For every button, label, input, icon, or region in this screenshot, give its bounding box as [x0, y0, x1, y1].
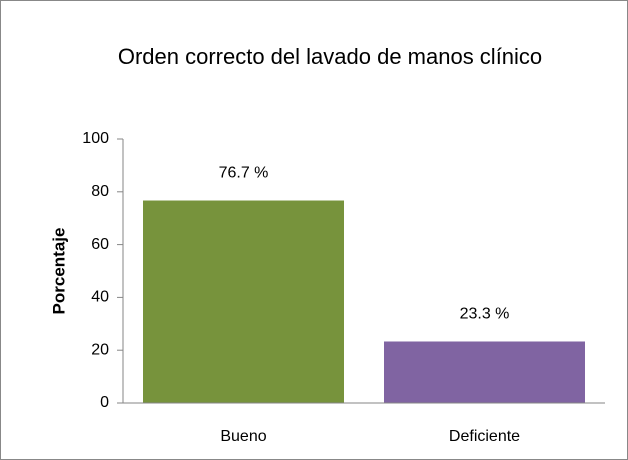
y-tick-label: 100: [82, 130, 109, 147]
value-label: 76.7 %: [219, 165, 269, 182]
bar: [384, 341, 585, 403]
value-label: 23.3 %: [460, 306, 510, 323]
y-tick-label: 80: [91, 183, 109, 200]
bar: [143, 200, 344, 403]
y-tick-label: 20: [91, 341, 109, 358]
y-tick-label: 60: [91, 236, 109, 253]
y-axis-label: Porcentaje: [49, 228, 68, 315]
y-tick-label: 0: [100, 394, 109, 411]
x-tick-label: Deficiente: [449, 428, 520, 445]
y-tick-label: 40: [91, 289, 109, 306]
chart-title: Orden correcto del lavado de manos clíni…: [117, 44, 543, 69]
x-tick-label: Bueno: [220, 428, 266, 445]
